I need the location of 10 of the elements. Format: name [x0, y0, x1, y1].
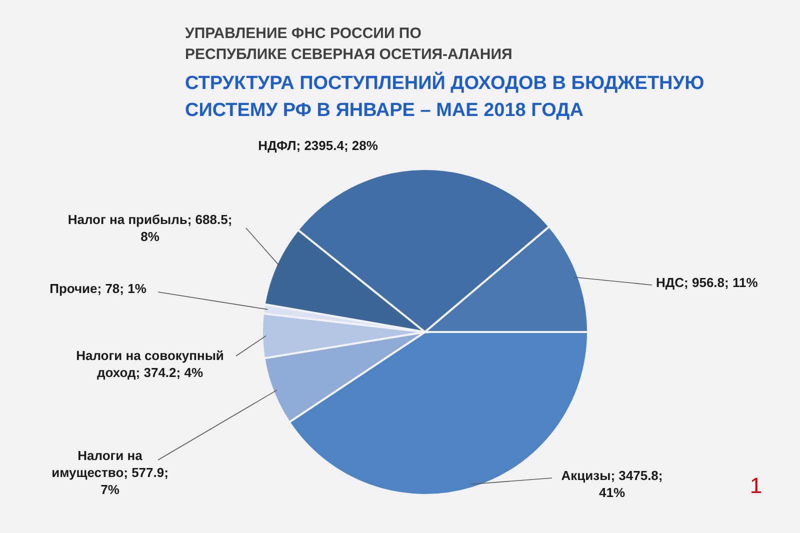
chart-title: СТРУКТУРА ПОСТУПЛЕНИЙ ДОХОДОВ В БЮДЖЕТНУЮ СИСТЕМУ РФ В ЯНВАРЕ – МАЕ 2018 ГОДА [185, 71, 704, 121]
slice-label: Прочие; 78; 1% [50, 281, 147, 296]
chart-subtitle: УПРАВЛЕНИЕ ФНС РОССИИ ПО РЕСПУБЛИКЕ СЕВЕРНАЯ ОСЕТИЯ-АЛАНИЯ [185, 25, 512, 63]
slice-label: Налог на прибыль; 688.5; 8% [68, 212, 232, 244]
slice-label: Акцизы; 3475.8; 41% [561, 468, 663, 500]
slice-label: НДФЛ; 2395.4; 28% [258, 138, 378, 153]
slice-label: Налоги на совокупный доход; 374.2; 4% [76, 348, 224, 380]
slice-label: НДС; 956.8; 11% [656, 275, 758, 290]
slice-label: Налоги на имущество; 577.9; 7% [52, 448, 168, 497]
text: 1 [750, 473, 762, 498]
